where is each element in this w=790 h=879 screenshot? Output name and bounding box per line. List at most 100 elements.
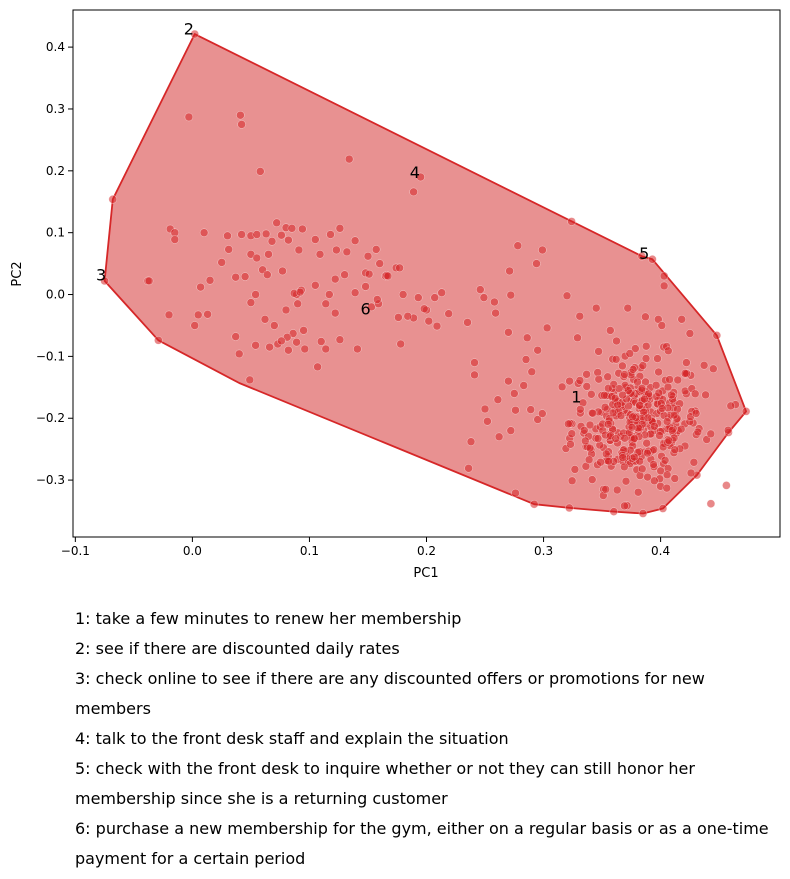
- data-point: [620, 433, 629, 443]
- data-point: [154, 336, 163, 345]
- data-point: [313, 362, 322, 372]
- data-point: [673, 375, 683, 385]
- data-point: [662, 483, 672, 493]
- chart-svg: 1 2 3 4 5 6 −0.1 0.0 0.1 0.2 0.3 0.4 −0.3 −0.2 −0.1 0.…: [10, 9, 781, 581]
- data-point: [593, 434, 603, 443]
- data-point: [373, 295, 382, 304]
- legend-entry-4: 4: talk to the front desk staff and expl…: [75, 729, 509, 748]
- data-point: [533, 345, 542, 355]
- data-point: [267, 237, 277, 246]
- annotation-label-2: 2: [184, 19, 194, 38]
- data-point: [383, 271, 393, 281]
- x-tick-label: 0.4: [651, 544, 670, 558]
- data-point: [510, 389, 519, 398]
- axes-layer: −0.1 0.0 0.1 0.2 0.3 0.4 −0.3 −0.2 −0.1 0.0 0.1 0.2…: [36, 9, 781, 558]
- y-tick-label: 0.4: [46, 40, 65, 54]
- data-point: [594, 347, 603, 356]
- data-point: [330, 308, 340, 318]
- data-point: [284, 235, 293, 245]
- data-point: [491, 308, 500, 318]
- data-point: [479, 293, 489, 302]
- data-point: [521, 355, 531, 364]
- data-point: [685, 329, 695, 338]
- data-point: [321, 344, 331, 354]
- data-point: [618, 453, 627, 462]
- x-tick-label: 0.3: [534, 544, 553, 558]
- data-point: [682, 358, 691, 367]
- data-point: [538, 245, 547, 255]
- data-point: [660, 456, 670, 465]
- annotation-label-6: 6: [361, 300, 371, 319]
- data-point: [256, 167, 265, 176]
- data-point: [630, 434, 639, 443]
- data-point: [284, 345, 293, 355]
- data-point: [649, 460, 658, 469]
- data-point: [398, 290, 408, 299]
- data-point: [252, 253, 262, 263]
- data-point: [573, 333, 582, 343]
- data-point: [621, 476, 631, 486]
- x-tick-label: 0.0: [183, 544, 202, 558]
- data-point: [601, 449, 611, 459]
- data-point: [693, 427, 703, 437]
- data-point: [618, 361, 627, 371]
- data-point: [584, 455, 594, 465]
- data-point: [164, 310, 174, 320]
- data-point: [506, 426, 516, 435]
- data-point: [591, 303, 601, 313]
- data-point: [677, 315, 686, 324]
- data-point: [344, 154, 354, 164]
- data-point: [414, 293, 423, 302]
- data-point: [689, 458, 699, 467]
- x-axis-label: PC1: [413, 566, 438, 581]
- data-point: [676, 424, 686, 434]
- data-point: [326, 230, 335, 239]
- data-point: [557, 382, 567, 392]
- data-point: [265, 342, 274, 352]
- data-point: [620, 370, 629, 379]
- data-point: [476, 285, 485, 294]
- data-point: [193, 310, 203, 320]
- data-point: [582, 370, 591, 379]
- data-point: [277, 336, 286, 346]
- data-point: [278, 266, 287, 276]
- data-point: [371, 245, 381, 254]
- y-tick-label: 0.1: [46, 226, 65, 240]
- data-point: [663, 382, 673, 392]
- data-point: [170, 235, 180, 244]
- data-point: [144, 276, 154, 286]
- data-point: [519, 381, 528, 390]
- data-point: [706, 429, 716, 439]
- data-point: [633, 377, 642, 387]
- data-point: [538, 409, 547, 418]
- data-point: [722, 481, 731, 490]
- data-point: [611, 355, 621, 364]
- data-point: [664, 436, 674, 446]
- legend-entry-3: 3: check online to see if there are any …: [75, 669, 705, 718]
- data-point: [604, 384, 613, 393]
- data-point: [625, 349, 635, 358]
- data-point: [470, 358, 479, 367]
- data-point: [585, 443, 595, 453]
- data-point: [321, 299, 331, 309]
- data-point: [648, 255, 657, 264]
- data-point: [342, 247, 352, 257]
- data-point: [585, 420, 595, 430]
- data-point: [635, 401, 644, 410]
- data-point: [419, 304, 429, 314]
- annotation-label-3: 3: [96, 266, 106, 285]
- points-layer: [100, 29, 751, 518]
- data-point: [612, 485, 622, 495]
- legend-entry-2: 2: see if there are discounted daily rat…: [75, 639, 400, 658]
- data-point: [224, 245, 233, 254]
- y-tick-label: 0.3: [46, 102, 65, 116]
- pca-scatter-chart: 1 2 3 4 5 6 −0.1 0.0 0.1 0.2 0.3 0.4 −0.3 −0.2 −0.1 0.…: [10, 9, 781, 581]
- data-point: [494, 432, 504, 442]
- data-point: [567, 429, 577, 438]
- data-point: [641, 341, 651, 351]
- data-point: [252, 230, 262, 239]
- data-point: [416, 172, 425, 182]
- annotation-label-4: 4: [410, 163, 420, 182]
- data-point: [637, 384, 647, 393]
- data-point: [108, 195, 118, 204]
